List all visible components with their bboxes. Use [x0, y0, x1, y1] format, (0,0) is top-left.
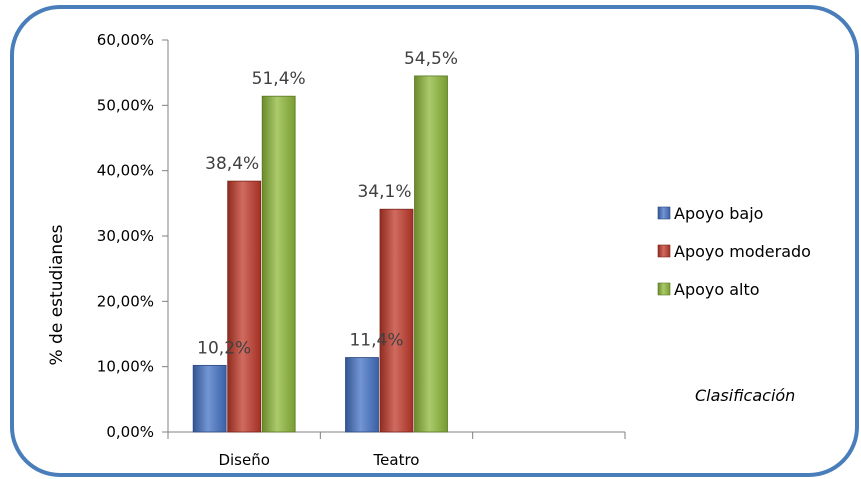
y-tick-label: 20,00%: [97, 292, 154, 310]
legend-swatch: [657, 244, 671, 258]
data-label: 54,5%: [404, 49, 458, 69]
y-tick-label: 40,00%: [97, 162, 154, 180]
legend-label: Apoyo bajo: [674, 204, 763, 223]
data-label: 34,1%: [357, 182, 411, 202]
data-label: 38,4%: [205, 154, 259, 174]
x-category-label: Diseño: [218, 451, 269, 469]
bar-apoyo-alto: [414, 75, 448, 433]
y-tick-label: 60,00%: [97, 31, 154, 49]
y-tick-label: 30,00%: [97, 227, 154, 245]
bar-apoyo-alto: [261, 95, 296, 433]
legend-label: Apoyo moderado: [674, 242, 811, 261]
legend-swatch: [657, 282, 671, 296]
data-label: 11,4%: [349, 331, 403, 351]
bar-apoyo-moderado: [227, 180, 262, 433]
bar-apoyo-moderado: [379, 208, 414, 433]
x-category-label: Teatro: [373, 451, 420, 469]
bar-apoyo-bajo: [345, 357, 379, 433]
y-axis: 0,00% 10,00% 20,00% 30,00% 40,00% 50,00% 60,00…: [97, 31, 169, 441]
bar-apoyo-bajo: [192, 364, 227, 433]
bars: [192, 75, 448, 433]
y-tick-label: 50,00%: [97, 96, 154, 114]
y-tick-label: 0,00%: [106, 423, 154, 441]
annotation-clasificacion: Clasificación: [695, 386, 795, 405]
data-labels: 10,2% 38,4% 51,4% 11,4% 34,1% 54,5%: [197, 49, 458, 358]
y-axis-title: % de estudianes: [47, 224, 67, 365]
data-label: 10,2%: [197, 338, 251, 358]
legend-label: Apoyo alto: [674, 280, 760, 299]
legend-swatch: [657, 206, 671, 220]
y-tick-label: 10,00%: [97, 358, 154, 376]
data-label: 51,4%: [252, 69, 306, 89]
legend: Apoyo bajo Apoyo moderado Apoyo alto: [657, 204, 811, 299]
